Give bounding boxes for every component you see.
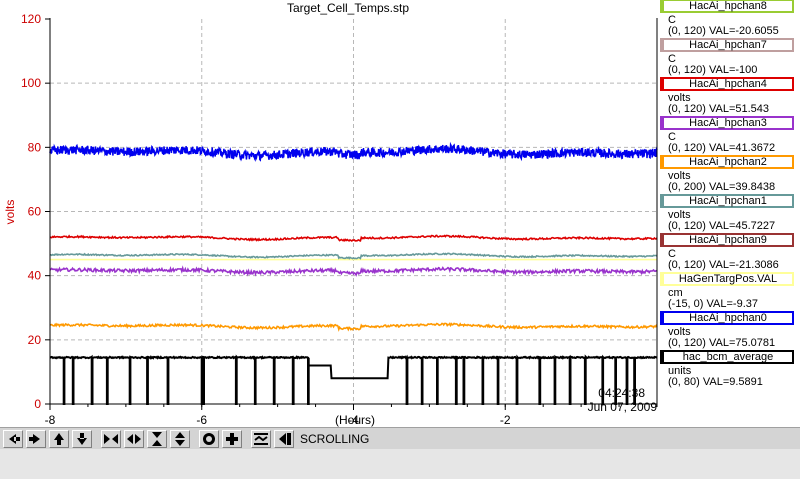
x-tick-label: -8 [45, 413, 56, 427]
y-tick-label: 0 [34, 397, 41, 411]
legend-range-value: (0, 120) VAL=-21.3086 [668, 259, 779, 271]
legend-series-name[interactable]: HacAi_hpchan8 [660, 0, 794, 13]
legend-unit: volts [668, 326, 691, 338]
legend-entry[interactable]: HacAi_hpchan3 C (0, 120) VAL=41.3672 [657, 116, 800, 164]
zoom-out-vertical-button[interactable] [170, 429, 190, 448]
legend-unit: units [668, 365, 692, 377]
x-axis-label: (Hours) [335, 413, 375, 427]
record-button[interactable] [199, 429, 219, 448]
legend-range-value: (0, 80) VAL=9.5891 [668, 376, 763, 388]
legend-entry[interactable]: HacAi_hpchan0 volts (0, 120) VAL=75.0781 [657, 311, 800, 359]
legend-range-value: (-15, 0) VAL=-9.37 [668, 298, 758, 310]
legend-entry[interactable]: HacAi_hpchan1 volts (0, 120) VAL=45.7227 [657, 194, 800, 242]
scroll-up-icon [54, 432, 64, 445]
date-label: Jun 07, 2009 [588, 400, 658, 414]
legend-range-value: (0, 120) VAL=-100 [668, 64, 758, 76]
legend-series-name[interactable]: HacAi_hpchan4 [660, 77, 794, 91]
legend-range-value: (0, 120) VAL=-20.6055 [668, 25, 779, 37]
zoom-in-vertical-icon [152, 431, 162, 446]
legend-unit: cm [668, 287, 683, 299]
scroll-right-button[interactable] [26, 429, 46, 448]
add-button[interactable] [222, 429, 242, 448]
legend-entry[interactable]: HacAi_hpchan4 volts (0, 120) VAL=51.543 [657, 77, 800, 125]
x-tick-label: -4 [348, 413, 359, 427]
legend-entry[interactable]: HacAi_hpchan2 volts (0, 200) VAL=39.8438 [657, 155, 800, 203]
legend-entry[interactable]: HacAi_hpchan7 C (0, 120) VAL=-100 [657, 38, 800, 86]
legend-series-name[interactable]: HacAi_hpchan0 [660, 311, 794, 325]
chart-title: Target_Cell_Temps.stp [287, 1, 409, 15]
scrolling-status: SCROLLING [300, 431, 370, 446]
scroll-down-icon [77, 432, 87, 445]
autoscale-button[interactable] [251, 429, 271, 448]
zoom-out-vertical-icon [175, 431, 185, 446]
series-line-HacAi_hpchan1 [50, 252, 658, 260]
scroll-right-icon [29, 433, 40, 444]
zoom-out-horizontal-icon [127, 433, 141, 444]
scroll-down-button[interactable] [72, 429, 92, 448]
legend-series-name[interactable]: HacAi_hpchan3 [660, 116, 794, 130]
legend-series-name[interactable]: HacAi_hpchan1 [660, 194, 794, 208]
x-tick-label: -6 [196, 413, 207, 427]
scroll-left-button[interactable] [3, 429, 23, 448]
plot-area[interactable]: Target_Cell_Temps.stp volts (Hours) 04:2… [0, 0, 800, 427]
y-tick-label: 80 [28, 140, 42, 154]
legend-unit: C [668, 14, 676, 26]
legend-range-value: (0, 120) VAL=41.3672 [668, 142, 776, 154]
zoom-in-horizontal-icon [104, 433, 118, 444]
record-icon [203, 432, 215, 445]
y-tick-label: 120 [21, 12, 41, 26]
series-line-HacAi_hpchan0 [49, 141, 658, 163]
x-tick-label: -2 [500, 413, 511, 427]
legend-series-name[interactable]: HacAi_hpchan9 [660, 233, 794, 247]
legend-range-value: (0, 120) VAL=51.543 [668, 103, 770, 115]
legend-unit: volts [668, 170, 691, 182]
legend-range-value: (0, 120) VAL=75.0781 [668, 337, 776, 349]
zoom-in-vertical-button[interactable] [147, 429, 167, 448]
legend-series-name[interactable]: HacAi_hpchan7 [660, 38, 794, 52]
legend-entry[interactable]: HaGenTargPos.VAL cm (-15, 0) VAL=-9.37 [657, 272, 800, 320]
legend-unit: C [668, 248, 676, 260]
series-line-HacAi_hpchan2 [49, 322, 658, 332]
legend-range-value: (0, 200) VAL=39.8438 [668, 181, 776, 193]
legend-unit: volts [668, 209, 691, 221]
y-tick-label: 60 [28, 205, 42, 219]
scroll-left-icon [9, 433, 20, 444]
y-tick-label: 100 [21, 76, 41, 90]
time-label: 04:24:38 [598, 386, 645, 400]
y-axis-label: volts [3, 200, 17, 225]
y-tick-label: 20 [28, 333, 42, 347]
autoscale-icon [254, 432, 268, 445]
toolbar: SCROLLING [0, 427, 800, 449]
zoom-in-horizontal-button[interactable] [101, 429, 121, 448]
legend-entry[interactable]: hac_bcm_average units (0, 80) VAL=9.5891 [657, 350, 800, 398]
y-tick-label: 40 [28, 269, 42, 283]
legend-unit: C [668, 53, 676, 65]
window-footer [0, 449, 800, 479]
legend-unit: C [668, 131, 676, 143]
series-line-hac_bcm_average [49, 354, 658, 405]
zoom-out-horizontal-button[interactable] [124, 429, 144, 448]
toggle-scroll-button[interactable] [274, 429, 294, 448]
axes: 0 20 40 60 80 100 120 -8 -6 -4 -2 [21, 12, 658, 427]
series-line-HacAi_hpchan4 [49, 234, 658, 243]
legend-entry[interactable]: HacAi_hpchan9 C (0, 120) VAL=-21.3086 [657, 233, 800, 281]
legend-series-name[interactable]: HacAi_hpchan2 [660, 155, 794, 169]
series-line-HacAi_hpchan3 [49, 265, 658, 277]
grid [50, 19, 657, 404]
legend-series-name[interactable]: hac_bcm_average [660, 350, 794, 364]
toggle-scroll-icon [279, 432, 291, 445]
legend-series-name[interactable]: HaGenTargPos.VAL [660, 272, 794, 286]
series-layer [49, 141, 658, 405]
legend-entry[interactable]: HacAi_hpchan8 C (0, 120) VAL=-20.6055 [657, 0, 800, 47]
legend-unit: volts [668, 92, 691, 104]
legend-range-value: (0, 120) VAL=45.7227 [668, 220, 776, 232]
scroll-up-button[interactable] [49, 429, 69, 448]
add-icon [226, 432, 238, 445]
